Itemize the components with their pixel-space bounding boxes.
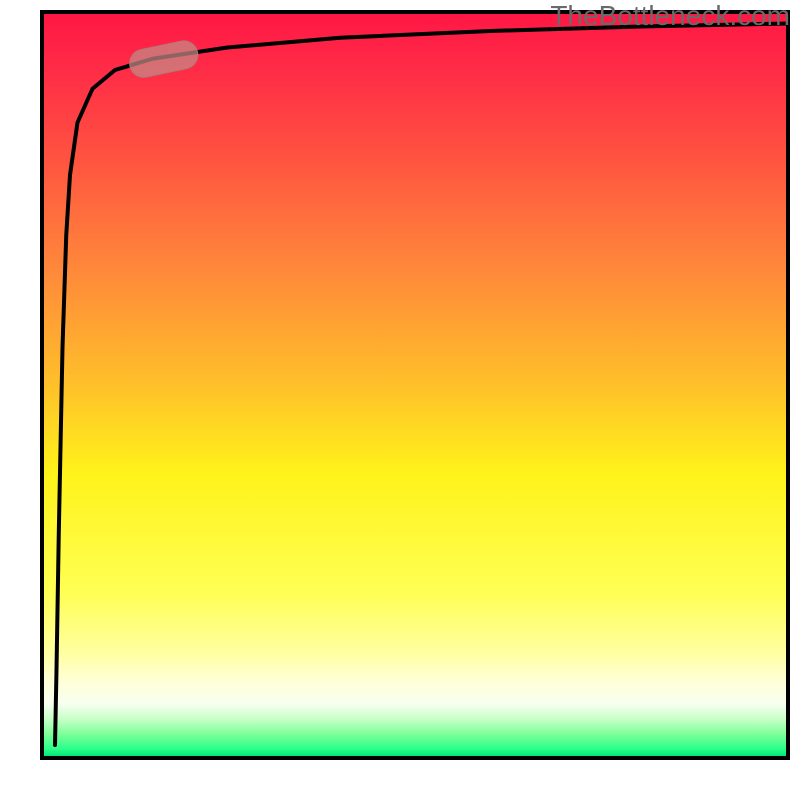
performance-curve <box>55 24 790 746</box>
curve-layer <box>40 10 790 760</box>
chart-container: TheBottleneck.com <box>0 0 800 800</box>
highlight-segment <box>127 38 200 80</box>
watermark-text: TheBottleneck.com <box>550 0 790 32</box>
